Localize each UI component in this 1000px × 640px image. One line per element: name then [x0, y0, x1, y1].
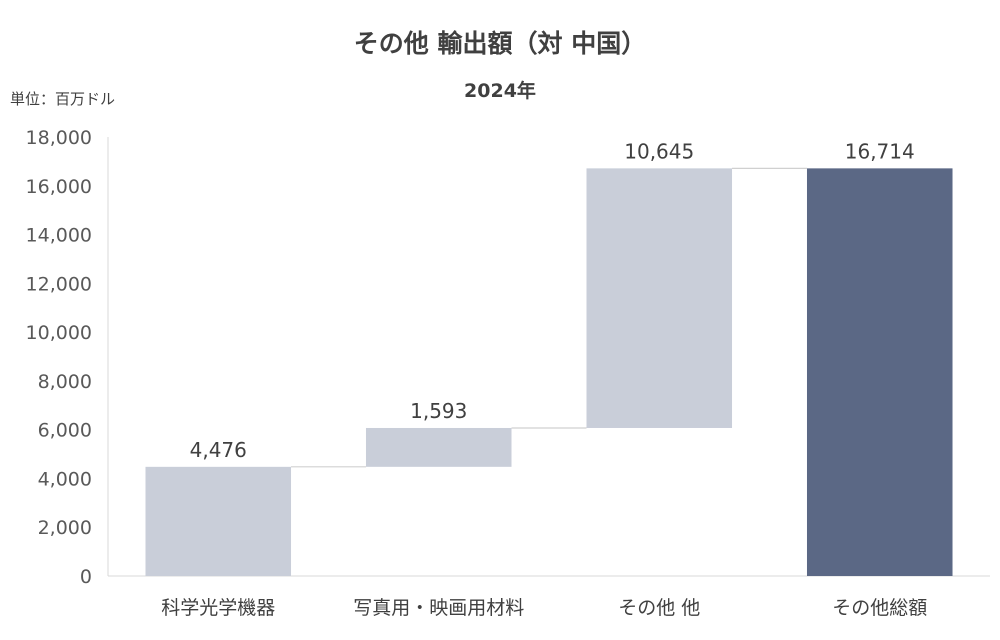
y-tick-label: 2,000	[38, 517, 92, 539]
category-label: その他 他	[618, 597, 700, 619]
y-tick-label: 10,000	[26, 322, 92, 344]
total-bar	[806, 168, 953, 576]
data-label: 4,476	[190, 438, 247, 462]
y-tick-label: 14,000	[26, 225, 92, 247]
y-tick-label: 8,000	[38, 371, 92, 393]
step-bar	[365, 427, 512, 467]
step-bar	[145, 466, 292, 576]
y-tick-label: 4,000	[38, 468, 92, 490]
unit-label: 単位：百万ドル	[10, 90, 116, 108]
y-tick-label: 18,000	[26, 127, 92, 149]
y-tick-label: 12,000	[26, 273, 92, 295]
y-tick-label: 0	[80, 566, 92, 588]
data-label: 10,645	[624, 139, 694, 163]
category-label: その他総額	[832, 597, 927, 619]
category-label: 科学光学機器	[161, 597, 275, 619]
chart-title: その他 輸出額（対 中国）	[353, 29, 647, 58]
data-label: 1,593	[410, 399, 467, 423]
y-tick-label: 16,000	[26, 176, 92, 198]
category-label: 写真用・映画用材料	[353, 597, 524, 619]
chart-subtitle: 2024年	[464, 80, 536, 102]
data-label: 16,714	[845, 139, 915, 163]
y-tick-label: 6,000	[38, 420, 92, 442]
step-bar	[586, 168, 733, 428]
